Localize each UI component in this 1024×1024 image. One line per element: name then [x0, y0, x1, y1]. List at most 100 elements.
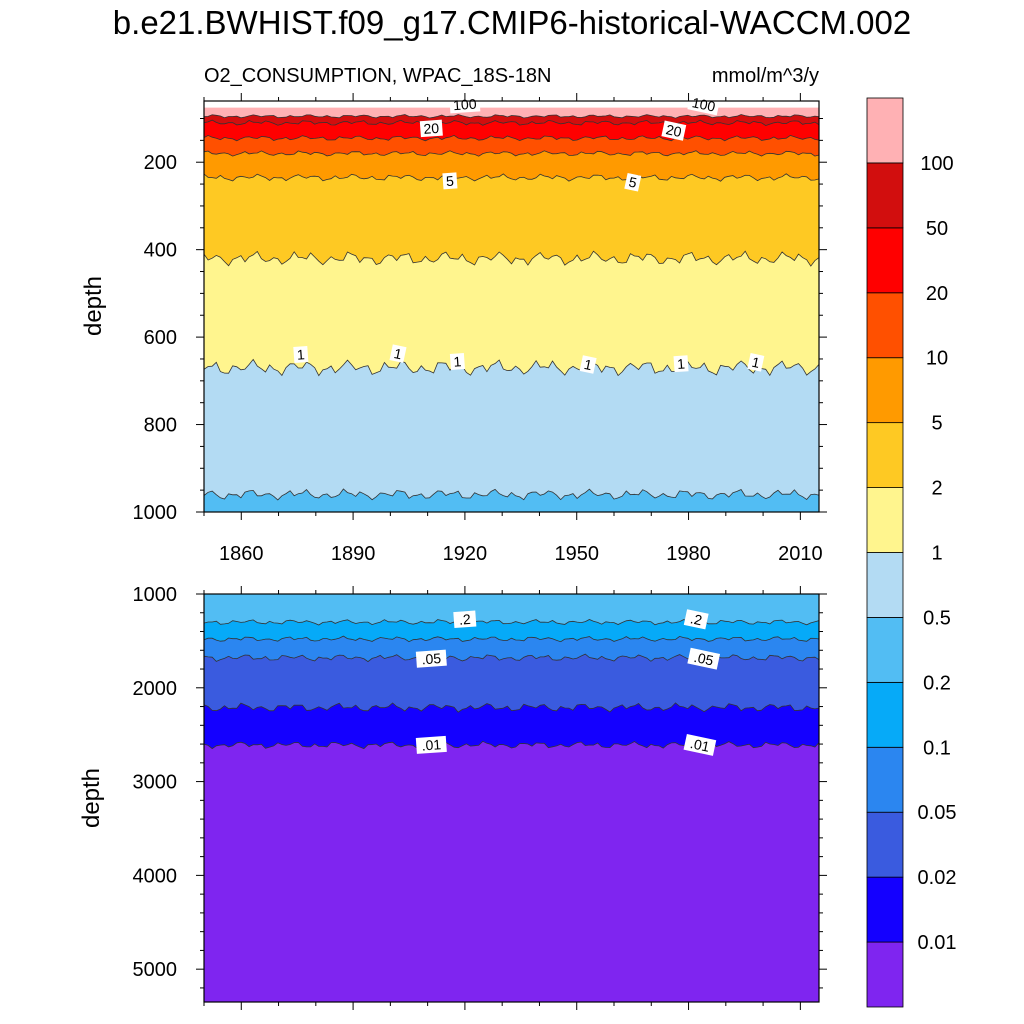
y-tick-label: 1000 [133, 584, 178, 606]
colorbar-label: 2 [931, 478, 942, 500]
colorbar-swatch [866, 552, 904, 618]
colorbar-swatch [866, 162, 904, 229]
y-tick-label: 800 [144, 415, 177, 437]
contour-line [203, 488, 820, 501]
contour-band [204, 741, 819, 1002]
contour-band [204, 114, 819, 126]
contour-label: .05 [415, 649, 447, 668]
contour-fills [203, 107, 820, 512]
svg-text:1: 1 [750, 354, 761, 371]
colorbar-swatch [866, 811, 904, 878]
colorbar-label: 0.01 [918, 932, 957, 954]
colorbar-label: 0.2 [923, 672, 951, 694]
contour-label: 5 [624, 172, 642, 192]
y-axis-label: depth [78, 768, 105, 828]
colorbar-label: 0.1 [923, 737, 951, 759]
colorbar-label: 0.5 [923, 607, 951, 629]
contour-band [204, 594, 819, 625]
y-tick-label: 600 [144, 327, 177, 349]
colorbar-label: 10 [926, 348, 948, 370]
contour-band [204, 359, 819, 500]
panel-left-title: O2_CONSUMPTION, WPAC_18S-18N [204, 65, 552, 87]
contour-label: 100 [449, 95, 481, 114]
contour-band [204, 636, 819, 662]
contour-fills [203, 594, 820, 1002]
svg-text:100: 100 [453, 96, 478, 114]
contour-band [204, 150, 819, 182]
y-tick-label: 3000 [133, 772, 178, 794]
figure-title: b.e21.BWHIST.f09_g17.CMIP6-historical-WA… [112, 4, 912, 41]
plot-frame [203, 100, 820, 513]
x-tick-label: 1860 [219, 543, 264, 565]
svg-text:1: 1 [393, 345, 404, 362]
plot-frame [203, 593, 820, 1003]
colorbar-label: 50 [926, 218, 948, 240]
contour-labels: 100 100 20 20 5 5 1 1 1 1 1 1 [293, 93, 765, 374]
contour-label: .05 [687, 647, 721, 670]
contour-label: 20 [419, 119, 443, 138]
contour-label: .01 [415, 735, 447, 754]
colorbar-swatch [866, 487, 904, 553]
x-tick-label: 1980 [666, 543, 711, 565]
contour-band [204, 702, 819, 749]
svg-text:1: 1 [677, 355, 686, 372]
contour-label: 1 [449, 353, 465, 370]
colorbar-label: 0.02 [918, 867, 957, 889]
contour-line [203, 134, 820, 142]
contour-band [204, 173, 819, 267]
svg-text:20: 20 [423, 120, 440, 137]
axes: 1860 1890 1920 1950 1980 2010 200 400 600 800 1000 [133, 93, 827, 565]
contour-line [203, 150, 820, 157]
contour-label: .01 [683, 733, 717, 756]
contour-line [203, 740, 820, 750]
contour-label: 20 [661, 120, 687, 141]
colorbar-swatch [866, 227, 904, 294]
y-tick-label: 200 [144, 152, 177, 174]
lower-panel: .2 .2 .05 .05 .01 .01 1000 2000 3000 4000 5000 de… [78, 584, 827, 1010]
contour-labels: .2 .2 .05 .05 .01 .01 [415, 609, 721, 756]
contour-band [204, 654, 819, 713]
svg-text:1: 1 [453, 353, 462, 370]
contour-line [203, 114, 820, 119]
svg-text:.05: .05 [693, 649, 716, 669]
contour-label: 1 [579, 355, 597, 374]
contour-line [203, 358, 820, 377]
contour-line [203, 702, 820, 713]
colorbar-swatch [866, 746, 904, 813]
svg-text:.01: .01 [689, 735, 712, 755]
colorbar-swatch [866, 292, 904, 359]
upper-panel: O2_CONSUMPTION, WPAC_18S-18N mmol/m^3/y … [80, 65, 827, 565]
contour-line [203, 619, 820, 626]
colorbar-swatch [866, 97, 904, 164]
svg-text:.01: .01 [421, 736, 442, 753]
svg-text:100: 100 [691, 94, 717, 115]
colorbar-swatch [866, 422, 904, 488]
axes: 1000 2000 3000 4000 5000 [133, 584, 827, 1010]
x-tick-label: 1890 [331, 543, 376, 565]
contour-band [204, 107, 819, 119]
x-tick-label: 2010 [778, 543, 823, 565]
x-tick-label: 1950 [554, 543, 599, 565]
colorbar-label: 1 [931, 543, 942, 565]
contour-band [204, 619, 819, 642]
svg-text:1: 1 [296, 346, 305, 363]
y-tick-label: 400 [144, 240, 177, 262]
colorbar-label: 0.05 [918, 802, 957, 824]
colorbar-swatch [866, 941, 904, 1008]
contour-label: 100 [687, 93, 721, 116]
contour-line [203, 635, 820, 643]
contour-label: 1 [673, 355, 689, 373]
y-tick-label: 5000 [133, 959, 178, 981]
contour-line [203, 173, 820, 182]
contour-label: .2 [683, 609, 709, 630]
y-axis-label: depth [80, 276, 107, 336]
colorbar-swatch [866, 357, 904, 424]
colorbar: 0.01 0.02 0.05 0.1 0.2 0.5 1 2 5 10 20 50 100 [866, 97, 957, 1008]
contour-label: 1 [293, 346, 309, 363]
colorbar-label: 100 [920, 153, 953, 175]
contour-label: 5 [442, 172, 458, 190]
colorbar-label: 20 [926, 283, 948, 305]
colorbar-swatch [866, 876, 904, 943]
y-tick-label: 1000 [133, 502, 178, 524]
contour-band [204, 251, 819, 376]
